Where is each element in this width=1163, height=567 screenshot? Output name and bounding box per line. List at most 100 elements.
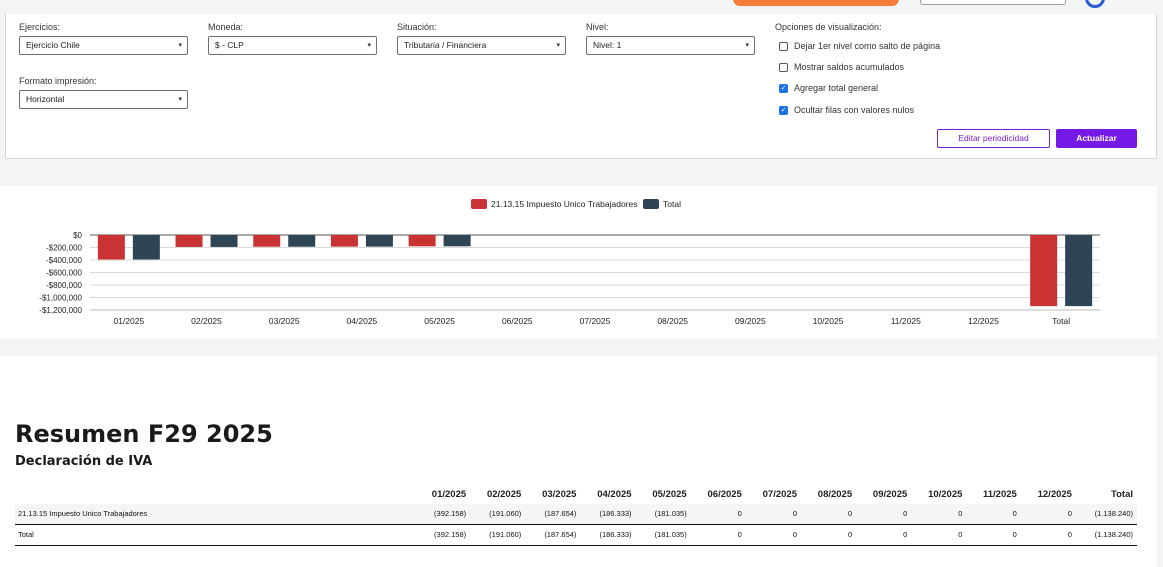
table-cell: (187.654) bbox=[525, 504, 581, 525]
nivel-label: Nivel: bbox=[586, 22, 609, 32]
bar bbox=[408, 235, 436, 247]
header-cell: 06/2025 bbox=[707, 489, 742, 500]
x-tick-label: 01/2025 bbox=[113, 316, 144, 326]
checkbox-checked-icon[interactable]: ✓ bbox=[779, 83, 788, 93]
legend-label: Total bbox=[663, 199, 681, 209]
formato-select[interactable]: Horizontal ▾ bbox=[19, 90, 188, 109]
header-cell: 07/2025 bbox=[762, 489, 797, 500]
x-tick-label: 04/2025 bbox=[347, 316, 378, 326]
table-cell: (392.158) bbox=[415, 504, 471, 525]
nivel-value: Nivel: 1 bbox=[593, 40, 622, 50]
table-cell: 0 bbox=[800, 524, 857, 546]
table-cell: (181.035) bbox=[635, 524, 691, 546]
nivel-field: Nivel: Nivel: 1 ▾ bbox=[586, 22, 755, 55]
ejercicios-label: Ejercicios: bbox=[19, 22, 61, 32]
table-cell: (181.035) bbox=[635, 504, 691, 525]
header-cell: 01/2025 bbox=[431, 489, 467, 500]
summary-section: Resumen F29 2025 Declaración de IVA 01/2… bbox=[0, 356, 1157, 567]
page-title: Resumen F29 2025 bbox=[15, 420, 273, 448]
bar bbox=[1065, 235, 1093, 307]
checkbox-checked-icon[interactable]: ✓ bbox=[779, 105, 788, 115]
header-cell: 11/2025 bbox=[982, 489, 1017, 500]
table-cell: (191.060) bbox=[470, 504, 526, 525]
formato-value: Horizontal bbox=[26, 94, 65, 104]
moneda-select[interactable]: $ - CLP ▾ bbox=[208, 36, 377, 55]
header-cell: 03/2025 bbox=[542, 489, 577, 500]
option-total[interactable]: ✓ Agregar total general bbox=[779, 83, 878, 93]
header-cell: 08/2025 bbox=[817, 489, 853, 500]
situacion-select[interactable]: Tributaria / Financiera ▾ bbox=[397, 36, 566, 55]
y-tick-label: -$1,200,000 bbox=[39, 306, 82, 315]
situacion-label: Situación: bbox=[397, 22, 437, 32]
update-button[interactable]: Actualizar bbox=[1056, 129, 1137, 148]
user-avatar-icon[interactable] bbox=[1085, 0, 1105, 8]
table-cell: 0 bbox=[911, 524, 967, 546]
bar bbox=[210, 235, 238, 247]
x-tick-label: 03/2025 bbox=[269, 316, 300, 326]
edit-periodicity-button[interactable]: Editar periodicidad bbox=[937, 129, 1050, 148]
ejercicios-field: Ejercicios: Ejercicio Chile ▾ bbox=[19, 22, 188, 55]
chevron-down-icon: ▾ bbox=[367, 42, 371, 49]
header-cell: 12/2025 bbox=[1037, 489, 1072, 500]
checkbox-icon[interactable] bbox=[779, 41, 788, 51]
y-tick-label: -$400,000 bbox=[46, 256, 83, 265]
formato-label: Formato impresión: bbox=[19, 76, 97, 86]
table-cell: 0 bbox=[745, 504, 801, 525]
checkbox-icon[interactable] bbox=[779, 62, 788, 72]
x-tick-label: 07/2025 bbox=[580, 316, 611, 326]
header-search-input[interactable] bbox=[920, 0, 1066, 5]
bar bbox=[1030, 235, 1058, 307]
page-subtitle: Declaración de IVA bbox=[15, 454, 153, 469]
option-page-break[interactable]: Dejar 1er nivel como salto de página bbox=[779, 41, 940, 51]
bar bbox=[253, 235, 281, 247]
header-cell-empty bbox=[15, 487, 415, 504]
moneda-field: Moneda: $ - CLP ▾ bbox=[208, 22, 377, 55]
legend-label: 21.13.15 Impuesto Unico Trabajadores bbox=[491, 199, 637, 209]
row-label: Total bbox=[15, 524, 415, 546]
table-cell: (187.654) bbox=[525, 524, 581, 546]
x-tick-label: 11/2025 bbox=[891, 316, 921, 326]
table-cell: 0 bbox=[966, 504, 1021, 525]
chevron-down-icon: ▾ bbox=[556, 42, 560, 49]
table-row: 21.13.15 Impuesto Unico Trabajadores (39… bbox=[15, 504, 1137, 525]
table-cell: 0 bbox=[690, 524, 746, 546]
x-tick-label: 12/2025 bbox=[968, 316, 999, 326]
table-cell: (392.158) bbox=[415, 524, 471, 546]
situacion-value: Tributaria / Financiera bbox=[404, 40, 487, 50]
formato-field: Formato impresión: Horizontal ▾ bbox=[19, 76, 188, 109]
option-label: Ocultar filas con valores nulos bbox=[794, 105, 915, 115]
y-tick-label: $0 bbox=[73, 231, 82, 240]
x-tick-label: 09/2025 bbox=[735, 316, 766, 326]
top-header bbox=[0, 0, 1163, 14]
table-cell: 0 bbox=[800, 504, 857, 525]
header-cell: 05/2025 bbox=[652, 489, 687, 500]
table-total-row: Total (392.158) (191.060) (187.654) (186… bbox=[15, 524, 1137, 546]
chevron-down-icon: ▾ bbox=[745, 42, 749, 49]
bar-chart: $0 -$200,000 -$400,000 -$600,000 -$800,000 -$… bbox=[39, 199, 1100, 326]
x-tick-label: 10/2025 bbox=[813, 316, 844, 326]
option-hide-null[interactable]: ✓ Ocultar filas con valores nulos bbox=[779, 105, 914, 115]
chevron-down-icon: ▾ bbox=[178, 96, 182, 103]
x-tick-label: 05/2025 bbox=[424, 316, 455, 326]
ejercicios-select[interactable]: Ejercicio Chile ▾ bbox=[19, 36, 188, 55]
table-cell: 0 bbox=[745, 524, 801, 546]
option-label: Mostrar saldos acumulados bbox=[794, 62, 905, 72]
table-cell: (1.138.240) bbox=[1075, 504, 1137, 525]
options-title: Opciones de visualización: bbox=[775, 22, 882, 32]
table-cell: 0 bbox=[1020, 504, 1076, 525]
table-cell: (191.060) bbox=[470, 524, 526, 546]
bar bbox=[132, 235, 160, 260]
option-accumulated[interactable]: Mostrar saldos acumulados bbox=[779, 62, 904, 72]
ejercicios-value: Ejercicio Chile bbox=[26, 40, 80, 50]
table-cell: 0 bbox=[966, 524, 1021, 546]
chevron-down-icon: ▾ bbox=[178, 42, 182, 49]
chart-card: $0 -$200,000 -$400,000 -$600,000 -$800,000 -$… bbox=[0, 186, 1157, 339]
header-cell: 02/2025 bbox=[486, 489, 522, 500]
orange-action-button[interactable] bbox=[733, 0, 899, 6]
x-tick-label: Total bbox=[1052, 316, 1070, 326]
table-header-row: 01/2025 02/2025 03/2025 04/2025 05/2025 … bbox=[15, 487, 1137, 504]
bar bbox=[175, 235, 203, 247]
table-cell: (186.333) bbox=[580, 504, 636, 525]
nivel-select[interactable]: Nivel: 1 ▾ bbox=[586, 36, 755, 55]
header-cell: 04/2025 bbox=[597, 489, 632, 500]
